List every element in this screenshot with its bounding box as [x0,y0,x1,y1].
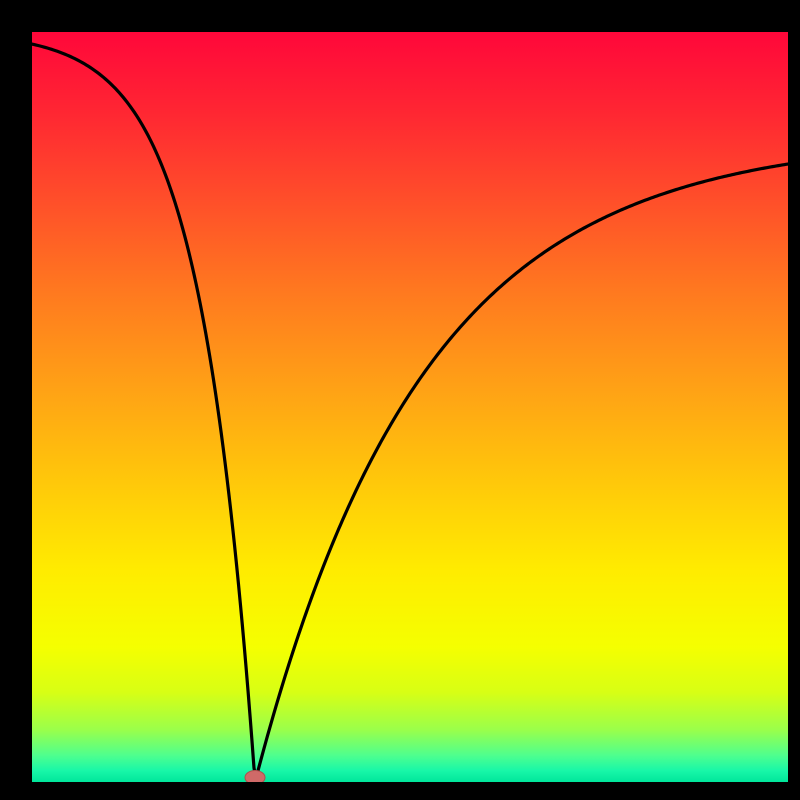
bottleneck-chart [0,0,800,800]
gradient-background [32,32,788,782]
